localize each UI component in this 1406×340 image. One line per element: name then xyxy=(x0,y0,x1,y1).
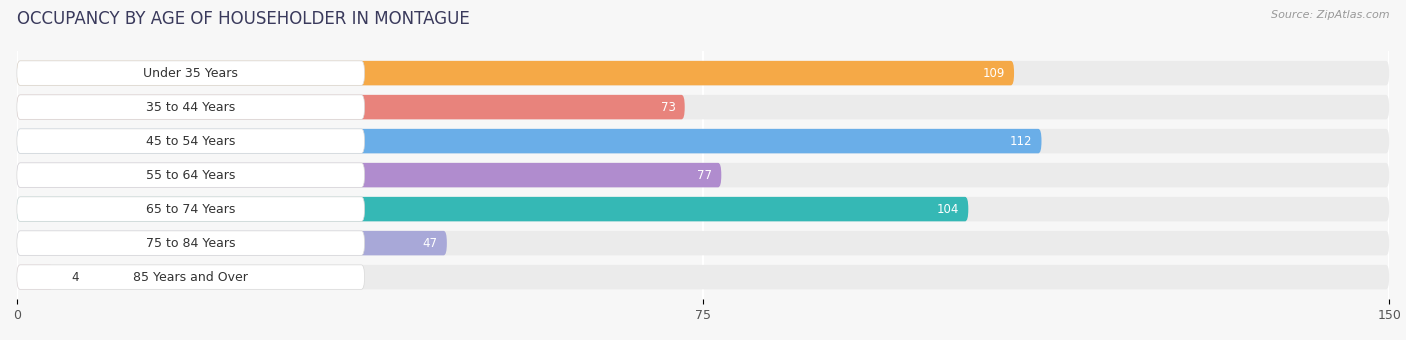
FancyBboxPatch shape xyxy=(17,197,1389,221)
Text: 65 to 74 Years: 65 to 74 Years xyxy=(146,203,235,216)
FancyBboxPatch shape xyxy=(17,61,1389,85)
FancyBboxPatch shape xyxy=(17,231,447,255)
Text: 109: 109 xyxy=(983,67,1005,80)
FancyBboxPatch shape xyxy=(17,61,364,85)
Text: 112: 112 xyxy=(1010,135,1032,148)
FancyBboxPatch shape xyxy=(17,265,1389,289)
FancyBboxPatch shape xyxy=(17,95,1389,119)
Text: 55 to 64 Years: 55 to 64 Years xyxy=(146,169,235,182)
FancyBboxPatch shape xyxy=(17,129,1389,153)
Text: 47: 47 xyxy=(423,237,437,250)
Text: OCCUPANCY BY AGE OF HOUSEHOLDER IN MONTAGUE: OCCUPANCY BY AGE OF HOUSEHOLDER IN MONTA… xyxy=(17,10,470,28)
FancyBboxPatch shape xyxy=(17,95,364,119)
Text: 35 to 44 Years: 35 to 44 Years xyxy=(146,101,235,114)
Text: 73: 73 xyxy=(661,101,675,114)
FancyBboxPatch shape xyxy=(17,95,685,119)
FancyBboxPatch shape xyxy=(17,129,364,153)
Text: 77: 77 xyxy=(697,169,713,182)
FancyBboxPatch shape xyxy=(17,61,1014,85)
Text: Source: ZipAtlas.com: Source: ZipAtlas.com xyxy=(1271,10,1389,20)
FancyBboxPatch shape xyxy=(17,265,364,289)
Text: 85 Years and Over: 85 Years and Over xyxy=(134,271,247,284)
FancyBboxPatch shape xyxy=(17,163,364,187)
FancyBboxPatch shape xyxy=(17,197,364,221)
Text: 45 to 54 Years: 45 to 54 Years xyxy=(146,135,235,148)
FancyBboxPatch shape xyxy=(17,231,1389,255)
FancyBboxPatch shape xyxy=(17,231,364,255)
Text: 104: 104 xyxy=(936,203,959,216)
FancyBboxPatch shape xyxy=(17,197,969,221)
FancyBboxPatch shape xyxy=(17,129,1042,153)
FancyBboxPatch shape xyxy=(17,163,721,187)
Text: Under 35 Years: Under 35 Years xyxy=(143,67,238,80)
Text: 75 to 84 Years: 75 to 84 Years xyxy=(146,237,235,250)
Text: 4: 4 xyxy=(72,271,79,284)
FancyBboxPatch shape xyxy=(17,163,1389,187)
FancyBboxPatch shape xyxy=(17,265,53,289)
